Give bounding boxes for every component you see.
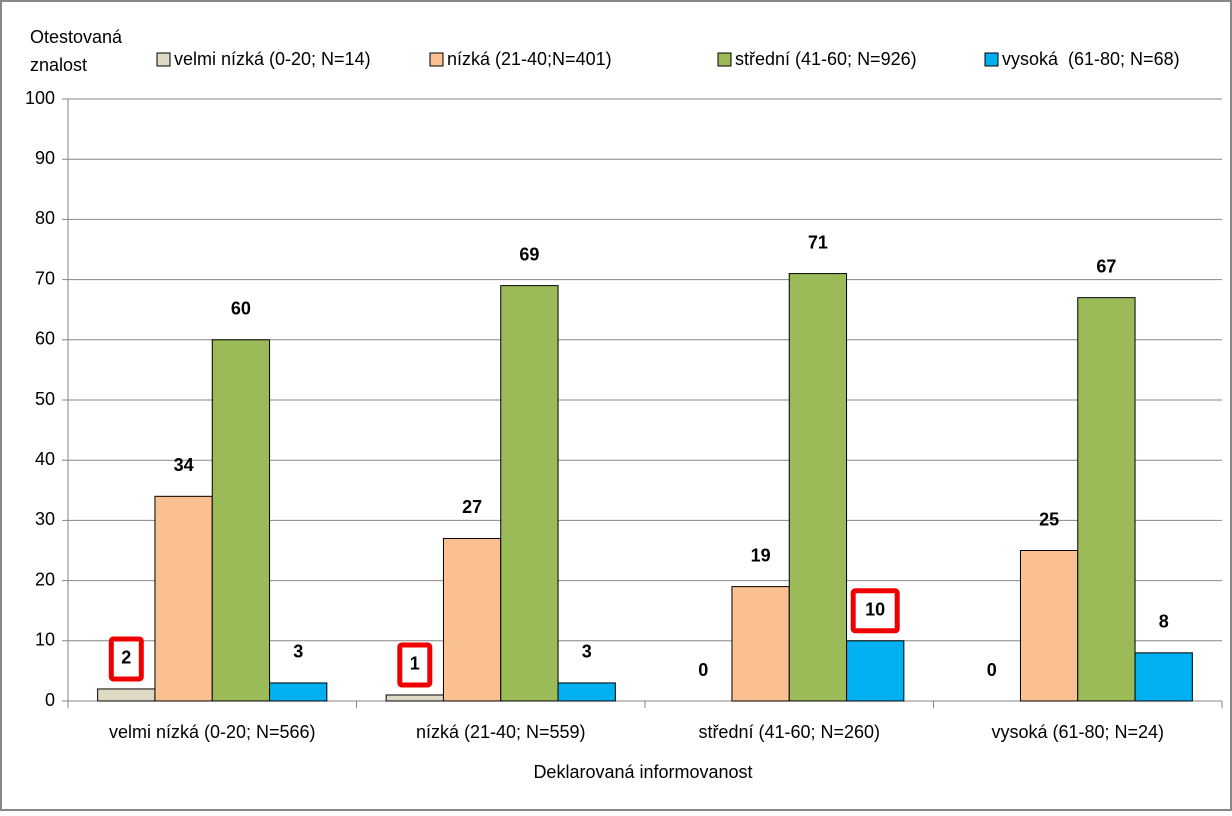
x-axis-title: Deklarovaná informovanost bbox=[533, 762, 752, 782]
legend-swatch bbox=[717, 52, 732, 67]
bar bbox=[1134, 652, 1193, 702]
y-tick-label: 30 bbox=[35, 509, 55, 529]
data-label: 10 bbox=[865, 600, 885, 620]
data-label: 2 bbox=[121, 648, 131, 668]
bar bbox=[269, 682, 328, 702]
data-label: 3 bbox=[293, 642, 303, 662]
y-tick-label: 70 bbox=[35, 268, 55, 288]
bar bbox=[442, 537, 502, 702]
bar bbox=[557, 682, 616, 702]
bar bbox=[97, 688, 156, 702]
y-tick-label: 60 bbox=[35, 329, 55, 349]
data-label: 1 bbox=[410, 654, 420, 674]
legend-swatch bbox=[156, 52, 171, 67]
bar bbox=[731, 586, 790, 702]
data-label: 19 bbox=[751, 545, 771, 565]
legend-label: nízká (21-40;N=401) bbox=[447, 49, 612, 69]
bar bbox=[1077, 297, 1136, 702]
y-tick-label: 0 bbox=[45, 690, 55, 710]
y-tick-label: 90 bbox=[35, 148, 55, 168]
bar bbox=[846, 640, 905, 702]
data-label: 34 bbox=[174, 455, 194, 475]
data-label: 0 bbox=[698, 660, 708, 680]
data-label: 71 bbox=[808, 232, 828, 252]
y-axis-title: znalost bbox=[30, 55, 87, 75]
legend-label: velmi nízká (0-20; N=14) bbox=[174, 49, 371, 69]
y-tick-label: 50 bbox=[35, 389, 55, 409]
bar bbox=[211, 339, 271, 702]
x-tick-label: velmi nízká (0-20; N=566) bbox=[109, 722, 316, 742]
bar bbox=[154, 495, 213, 702]
legend-label: střední (41-60; N=926) bbox=[735, 49, 917, 69]
data-label: 0 bbox=[987, 660, 997, 680]
x-tick-label: střední (41-60; N=260) bbox=[698, 722, 880, 742]
highlight-box bbox=[397, 642, 433, 688]
bar bbox=[385, 694, 444, 702]
y-tick-label: 20 bbox=[35, 569, 55, 589]
bar bbox=[788, 273, 848, 702]
legend-swatch bbox=[429, 52, 444, 67]
data-label: 69 bbox=[519, 244, 539, 264]
x-tick-label: nízká (21-40; N=559) bbox=[416, 722, 586, 742]
x-tick-label: vysoká (61-80; N=24) bbox=[991, 722, 1164, 742]
y-axis-title: Otestovaná bbox=[30, 27, 123, 47]
data-label: 8 bbox=[1159, 612, 1169, 632]
highlight-box bbox=[108, 636, 144, 682]
data-label: 27 bbox=[462, 497, 482, 517]
data-label: 25 bbox=[1039, 509, 1059, 529]
legend-label: vysoká (61-80; N=68) bbox=[1002, 49, 1180, 69]
y-tick-label: 100 bbox=[25, 88, 55, 108]
legend-swatch bbox=[984, 52, 999, 67]
y-tick-label: 10 bbox=[35, 630, 55, 650]
data-label: 60 bbox=[231, 299, 251, 319]
highlight-box bbox=[850, 588, 900, 634]
bar bbox=[1019, 550, 1079, 702]
data-label: 67 bbox=[1096, 256, 1116, 276]
bar bbox=[500, 285, 559, 702]
data-label: 3 bbox=[582, 642, 592, 662]
y-tick-label: 80 bbox=[35, 208, 55, 228]
y-tick-label: 40 bbox=[35, 449, 55, 469]
